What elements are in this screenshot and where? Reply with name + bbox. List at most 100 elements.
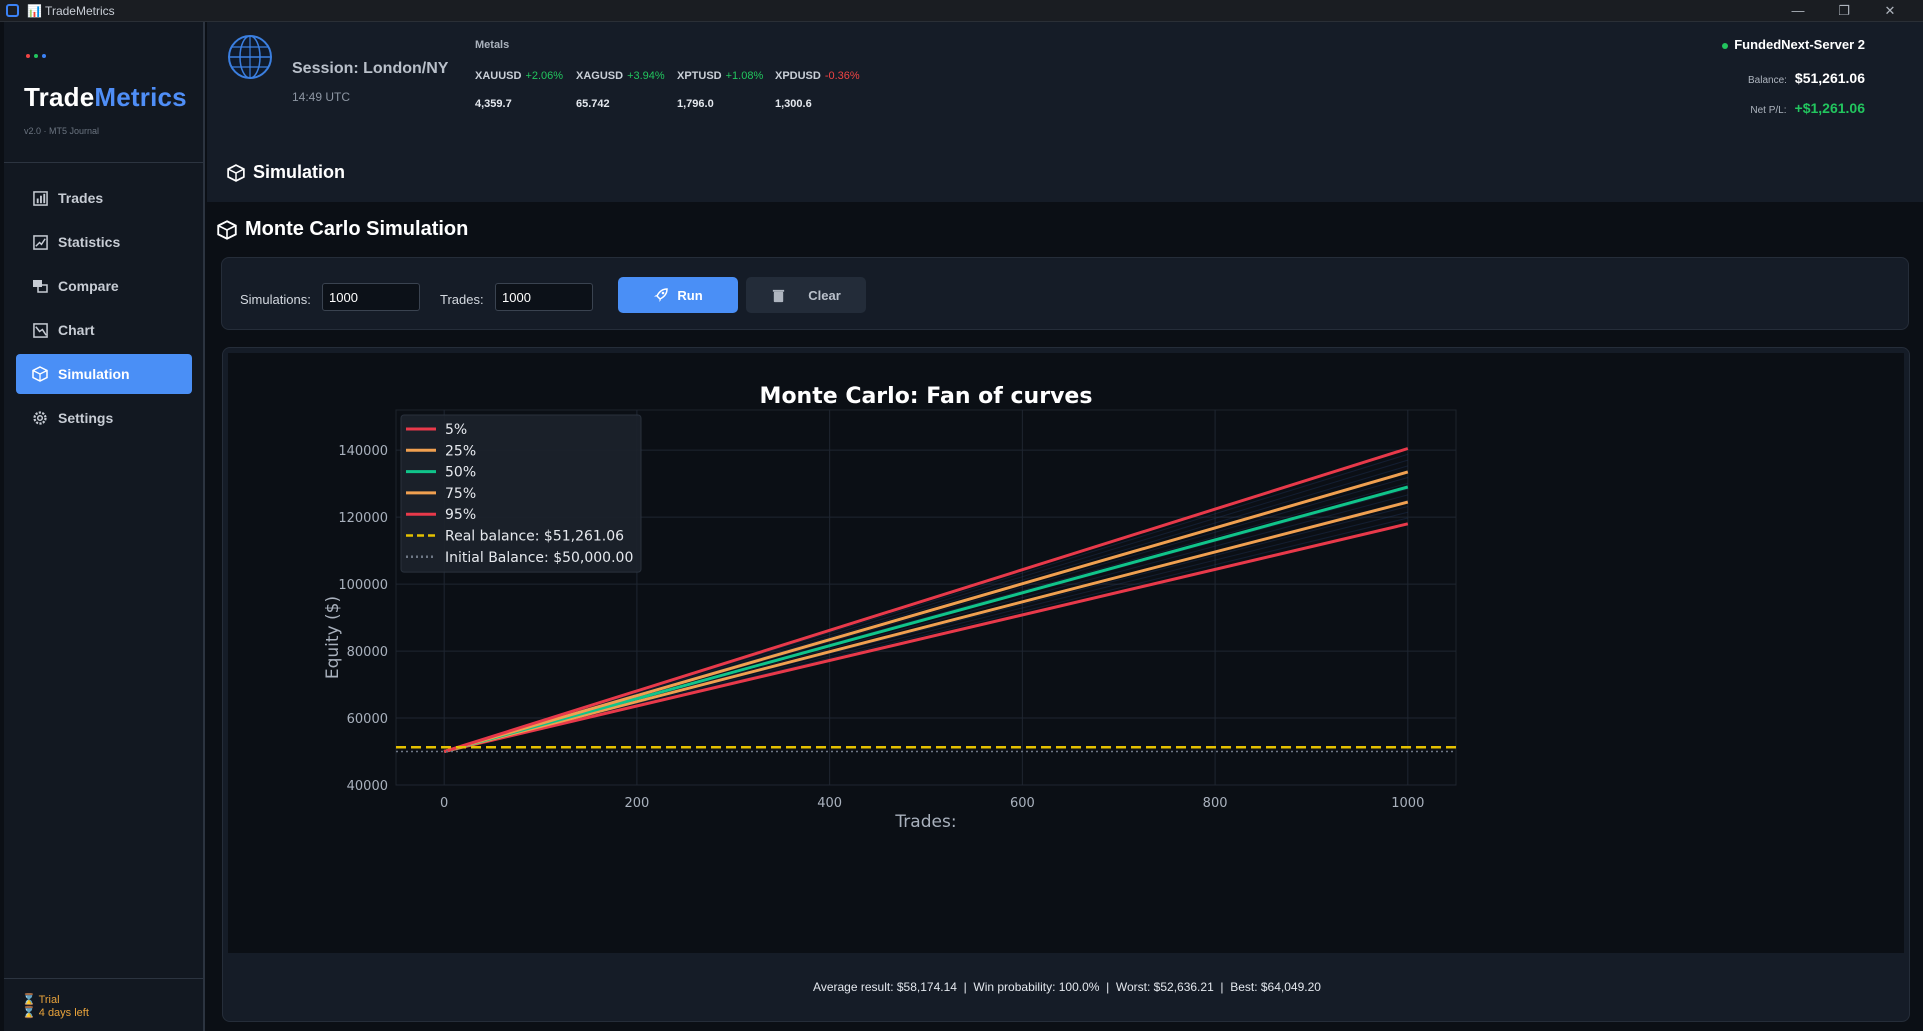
ticker-change: +3.94% [627, 70, 665, 82]
simulation-path [444, 459, 1408, 752]
sidebar-item-trades[interactable]: Trades [16, 178, 192, 218]
sidebar-item-compare[interactable]: Compare [16, 266, 192, 306]
session-time: 14:49 UTC [292, 90, 351, 104]
sidebar-item-label: Statistics [58, 234, 121, 250]
hourglass-icon: ⌛ [22, 994, 36, 1006]
legend-entry: 95% [445, 507, 476, 523]
sidebar-item-label: Simulation [58, 366, 130, 382]
x-tick-label: 400 [817, 796, 842, 811]
series-line-75pct [443, 470, 1409, 753]
metals-title: Metals [475, 39, 510, 51]
chart-title: Monte Carlo: Fan of curves [760, 384, 1093, 409]
balance-row: Balance: $51,261.06 [1748, 70, 1865, 86]
server-status: FundedNext-Server 2 [1722, 37, 1865, 52]
gear-icon [32, 410, 48, 426]
ticker-value: 4,359.7 [475, 98, 512, 110]
window-title: 📊 TradeMetrics [27, 3, 115, 18]
brand-part2: Metrics [94, 82, 187, 112]
series-line-95pct [443, 447, 1409, 753]
ticker-change: +2.06% [525, 70, 564, 82]
brand-logo: TradeMetrics [24, 82, 187, 113]
legend-entry: Initial Balance: $50,000.00 [445, 550, 633, 566]
bar-chart-icon [32, 190, 48, 206]
y-tick-label: 140000 [338, 444, 388, 459]
header-panel: Session: London/NY 14:49 UTC Metals XAUU… [207, 22, 1923, 202]
netpl-label: Net P/L: [1750, 105, 1787, 116]
y-tick-label: 60000 [347, 712, 388, 727]
balance-value: $51,261.06 [1794, 70, 1865, 86]
sidebar-item-label: Compare [58, 278, 119, 294]
trial-days: 4 days left [38, 1007, 89, 1019]
balance-label: Balance: [1748, 75, 1787, 86]
run-button[interactable]: Run [618, 277, 738, 313]
minimize-button[interactable]: — [1791, 3, 1805, 18]
ticker-symbol: XPTUSD [677, 70, 722, 82]
simulations-input[interactable] [322, 283, 420, 311]
chart-legend: 5% 25% 50% 75% 95% Real balance: $51,261.06 In… [400, 414, 642, 573]
ticker-value: 1,796.0 [677, 98, 714, 110]
x-tick-label: 1000 [1391, 796, 1424, 811]
server-name: FundedNext-Server 2 [1734, 37, 1865, 52]
x-tick-label: 800 [1203, 796, 1228, 811]
chart-panel: 0 200 400 600 800 1000 40000 60000 80000 100000 12… [222, 347, 1910, 1022]
legend-box [400, 414, 642, 573]
simulation-controls: Simulations: Trades: Run Clear [221, 257, 1909, 330]
series-line-25pct [443, 500, 1409, 753]
trades-label: Trades: [440, 292, 484, 307]
clear-button[interactable]: Clear [746, 277, 866, 313]
series-line-50pct [443, 485, 1409, 753]
ticker-xauusd: XAUUSD +2.06% 4,359.7 [475, 70, 563, 110]
series-line-5pct [443, 522, 1409, 753]
y-tick-label: 120000 [338, 511, 388, 526]
compare-icon [32, 278, 48, 294]
legend-entry: Real balance: $51,261.06 [445, 529, 624, 545]
session-label: Session: London/NY [292, 60, 449, 77]
run-button-label: Run [677, 287, 703, 303]
netpl-row: Net P/L: +$1,261.06 [1750, 100, 1865, 116]
hourglass-icon: ⌛ [22, 1007, 36, 1019]
y-tick-label: 80000 [347, 645, 388, 660]
trades-input[interactable] [495, 283, 593, 311]
y-axis-label: Equity ($) [323, 596, 343, 679]
ticker-xpdusd: XPDUSD -0.36% 1,300.6 [775, 70, 860, 110]
cube-icon [227, 163, 245, 182]
simulations-label: Simulations: [240, 292, 311, 307]
dot-blue [42, 54, 46, 58]
restore-button[interactable]: ❐ [1838, 3, 1850, 18]
trial-badge: ⌛ Trial ⌛ 4 days left [22, 994, 89, 1020]
ticker-value: 1,300.6 [775, 98, 812, 110]
sidebar-nav: Trades Statistics Compare Chart Simulati… [16, 178, 192, 442]
ticker-value: 65.742 [576, 98, 610, 110]
close-button[interactable]: ✕ [1884, 3, 1896, 18]
app-icon [6, 4, 19, 17]
ticker-xagusd: XAGUSD +3.94% 65.742 [576, 70, 665, 110]
chart-container: 0 200 400 600 800 1000 40000 60000 80000 100000 12… [228, 353, 1904, 953]
window-dots [26, 54, 46, 58]
sidebar-divider [4, 162, 205, 163]
summary-text: Average result: $58,174.14 | Win probabi… [813, 980, 1321, 994]
sidebar: TradeMetrics v2.0 · MT5 Journal Trades S… [4, 22, 205, 1031]
sidebar-item-chart[interactable]: Chart [16, 310, 192, 350]
sidebar-item-statistics[interactable]: Statistics [16, 222, 192, 262]
line-chart-icon [32, 234, 48, 250]
sidebar-item-label: Trades [58, 190, 104, 206]
main-area: Session: London/NY 14:49 UTC Metals XAUU… [207, 22, 1923, 1031]
brand-part1: Trade [24, 82, 95, 112]
legend-entry: 75% [445, 486, 476, 502]
monte-carlo-chart: 0 200 400 600 800 1000 40000 60000 80000 100000 12… [323, 384, 1457, 832]
legend-entry: 50% [445, 465, 476, 481]
simulation-path [444, 511, 1408, 753]
sidebar-divider-bottom [4, 978, 205, 979]
sidebar-item-label: Chart [58, 322, 95, 338]
cube-icon [217, 219, 237, 240]
globe-icon [228, 35, 272, 79]
sidebar-item-settings[interactable]: Settings [16, 398, 192, 438]
dot-green [34, 54, 38, 58]
page-title-text: Monte Carlo Simulation [245, 218, 469, 240]
sidebar-item-simulation[interactable]: Simulation [16, 354, 192, 394]
window-titlebar: 📊 TradeMetrics — ❐ ✕ [0, 0, 1923, 22]
ticker-change: +1.08% [725, 70, 764, 82]
ticker-change: -0.36% [824, 70, 860, 82]
clear-button-label: Clear [808, 287, 841, 303]
trash-icon [773, 289, 785, 302]
